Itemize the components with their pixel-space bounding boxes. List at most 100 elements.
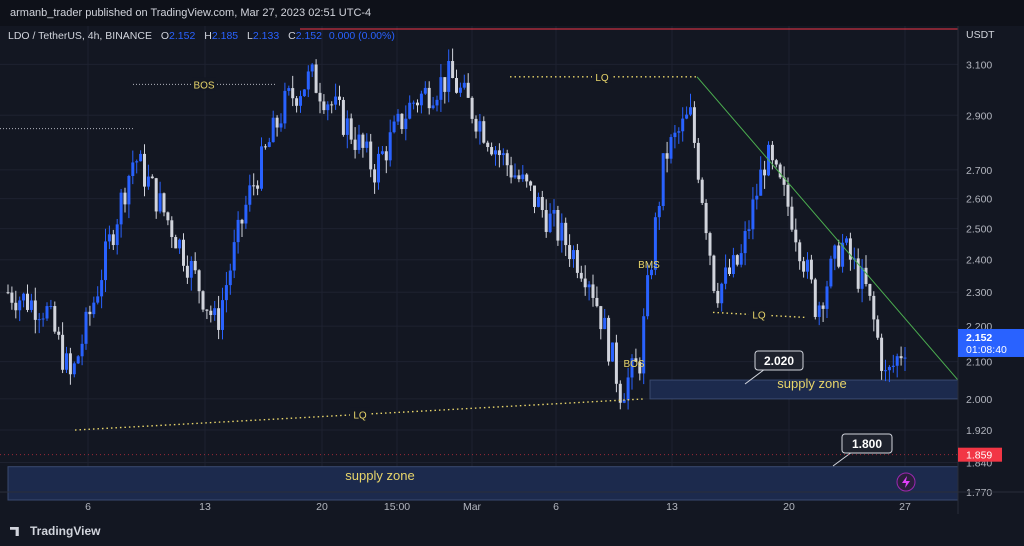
- candle-body: [72, 363, 76, 375]
- candle-body: [392, 121, 396, 133]
- candle-body: [119, 192, 123, 225]
- candle-body: [887, 366, 891, 371]
- candle-body: [353, 139, 357, 150]
- candle-body: [236, 219, 240, 243]
- candle-body: [685, 114, 689, 119]
- lq-bottom-line: [74, 398, 646, 431]
- supply-zone-lower[interactable]: [7, 466, 959, 501]
- candle-body: [891, 365, 895, 367]
- lq-mid-bg: [749, 307, 769, 321]
- supply-zone-lower-label: supply zone: [345, 468, 414, 483]
- bos-bottom-label: BOS: [623, 359, 644, 370]
- price-tick-label: 1.770: [966, 487, 992, 499]
- lq-bottom-bg: [350, 407, 370, 421]
- close-label: C: [288, 30, 296, 42]
- candle-body: [150, 176, 154, 179]
- candle-body: [283, 90, 287, 124]
- candle-body: [416, 102, 419, 106]
- candle-body: [860, 267, 864, 289]
- candle-body: [185, 265, 189, 278]
- callout-1800[interactable]: 1.800: [832, 433, 893, 467]
- lightning-icon[interactable]: [896, 472, 916, 492]
- candle-body: [338, 96, 341, 100]
- candle-body: [345, 118, 349, 135]
- candle-body: [490, 147, 494, 155]
- candle-body: [377, 153, 380, 183]
- candle-body: [556, 210, 560, 241]
- callout-box: [754, 350, 804, 371]
- candle-body: [494, 150, 497, 155]
- candle-body: [763, 169, 767, 176]
- time-tick-label: 15:00: [384, 501, 410, 513]
- candle-body: [349, 118, 353, 140]
- candle-body: [505, 153, 509, 166]
- candle-body: [677, 131, 681, 133]
- candle-body: [548, 213, 552, 232]
- candle-body: [669, 137, 673, 159]
- countdown-text: 01:08:40: [966, 344, 1007, 356]
- candle-body: [607, 317, 611, 362]
- callout-text: 1.800: [852, 437, 882, 451]
- candle-body: [817, 305, 821, 317]
- candle-body: [845, 238, 848, 243]
- candle-body: [84, 311, 88, 344]
- candle-body: [786, 184, 790, 207]
- candle-body: [341, 99, 345, 135]
- candle-body: [552, 210, 556, 214]
- candle-body: [611, 342, 614, 362]
- candle-body: [100, 280, 104, 297]
- price-tick-label: 1.920: [966, 425, 992, 437]
- candle-body: [330, 104, 334, 106]
- low-label: L: [247, 30, 253, 42]
- candle-body: [33, 300, 37, 320]
- candle-body: [517, 175, 521, 180]
- lightning-icon-bolt: [902, 476, 910, 488]
- candle-body: [57, 331, 61, 335]
- candle-body: [782, 177, 786, 185]
- candle-body: [716, 290, 720, 304]
- candle-body: [14, 302, 18, 311]
- candle-body: [26, 293, 29, 310]
- candle-body: [107, 234, 111, 242]
- time-tick-label: 13: [666, 501, 678, 513]
- candle-body: [96, 296, 100, 303]
- candle-body: [806, 259, 809, 272]
- tradingview-logo[interactable]: TradingView: [10, 524, 100, 538]
- candle-body: [540, 196, 544, 211]
- candle-body: [724, 267, 728, 284]
- supply-zone-upper-label: supply zone: [777, 376, 846, 391]
- candle-body: [634, 358, 638, 362]
- candle-body: [427, 87, 431, 109]
- candle-body: [657, 205, 661, 218]
- candle-body: [451, 60, 455, 79]
- candle-body: [193, 260, 197, 271]
- candle-body: [533, 185, 536, 207]
- lq-top-label: LQ: [595, 73, 609, 84]
- candle-body: [439, 77, 443, 100]
- candle-body: [158, 193, 162, 212]
- candle-body: [470, 97, 474, 119]
- candle-body: [872, 295, 876, 320]
- symbol-label[interactable]: LDO / TetherUS, 4h, BINANCE: [8, 30, 152, 42]
- candle-body: [696, 142, 700, 180]
- candle-body: [770, 144, 774, 161]
- lq-mid-label: LQ: [752, 310, 766, 321]
- candle-body: [743, 231, 747, 254]
- candle-body: [197, 270, 201, 292]
- currency-label: USDT: [966, 29, 995, 41]
- candle-body: [65, 353, 68, 370]
- candle-body: [252, 185, 256, 187]
- candle-body: [579, 272, 583, 279]
- descending-trendline: [696, 76, 959, 381]
- candle-body: [111, 234, 115, 246]
- candle-body: [408, 102, 412, 119]
- candle-body: [689, 107, 692, 115]
- candle-body: [384, 151, 388, 161]
- candle-body: [221, 300, 224, 330]
- candle-body: [396, 113, 400, 122]
- price-chart[interactable]: BOS LQ LQ LQ BMS BOS supply zone supply zone 2.0…: [0, 26, 1024, 514]
- time-tick-label: 20: [783, 501, 795, 513]
- candle-body: [646, 275, 650, 317]
- price-tick-label: 2.900: [966, 110, 992, 122]
- callout-2020[interactable]: 2.020: [744, 350, 804, 385]
